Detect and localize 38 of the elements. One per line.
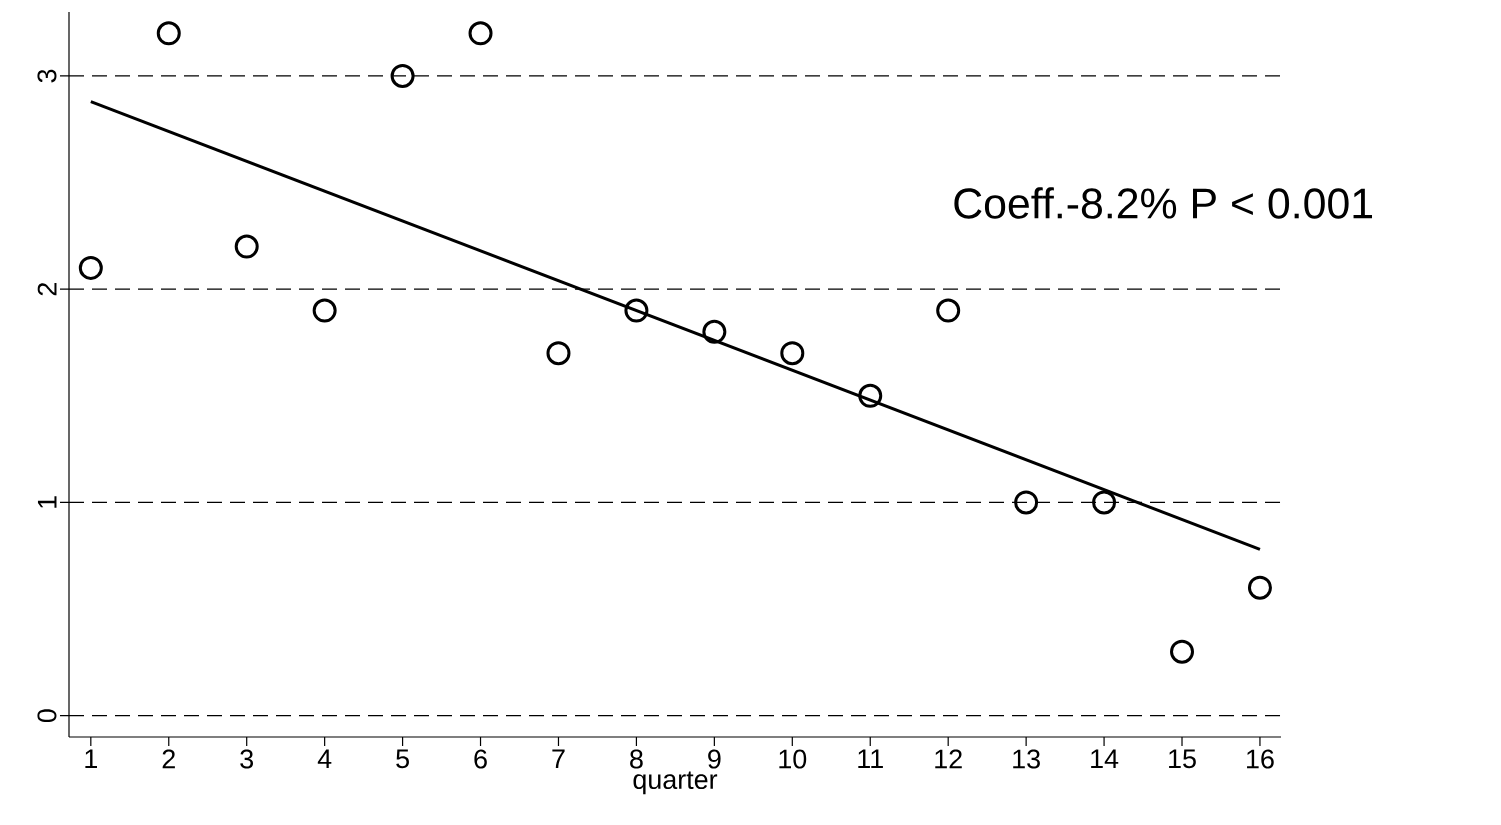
x-tick-label: 1 bbox=[85, 749, 97, 769]
x-tick-label: 16 bbox=[1247, 749, 1274, 769]
annotation: Coeff.-8.2% P < 0.001 bbox=[954, 187, 1373, 219]
point bbox=[234, 234, 259, 259]
x-tick-label: 12 bbox=[935, 749, 962, 769]
point bbox=[468, 21, 493, 46]
x-tick-label: 3 bbox=[240, 749, 254, 769]
point bbox=[1014, 490, 1039, 515]
point bbox=[78, 255, 103, 280]
point bbox=[1247, 575, 1272, 600]
x-tick-label: 13 bbox=[1013, 749, 1040, 769]
y-tick-label: 3 bbox=[37, 69, 57, 83]
x-tick-label: 6 bbox=[474, 749, 487, 769]
point bbox=[156, 21, 181, 46]
x-tick-label: 15 bbox=[1169, 749, 1196, 769]
point bbox=[1170, 639, 1195, 664]
point bbox=[390, 63, 415, 88]
point bbox=[858, 383, 883, 408]
x-tick-label: 2 bbox=[162, 749, 175, 769]
x-tick-label: 10 bbox=[779, 749, 807, 769]
y-tick-label: 0 bbox=[37, 709, 57, 723]
point bbox=[546, 341, 571, 366]
point bbox=[1092, 490, 1117, 515]
x-tick-label: 14 bbox=[1091, 749, 1119, 769]
point bbox=[936, 298, 961, 323]
x-axis-title: quarter bbox=[633, 771, 718, 795]
x-tick-label: 11 bbox=[858, 749, 883, 769]
point bbox=[780, 341, 805, 366]
point bbox=[624, 298, 649, 323]
y-tick-label: 1 bbox=[37, 496, 57, 508]
x-tick-label: 4 bbox=[317, 749, 332, 769]
x-tick-label: 7 bbox=[552, 749, 565, 769]
point bbox=[702, 319, 727, 344]
x-tick-label: 5 bbox=[396, 749, 409, 769]
y-tick-label: 2 bbox=[37, 283, 57, 296]
point bbox=[312, 298, 337, 323]
x-tick-label: 9 bbox=[708, 749, 721, 769]
x-tick-label: 8 bbox=[630, 749, 643, 769]
